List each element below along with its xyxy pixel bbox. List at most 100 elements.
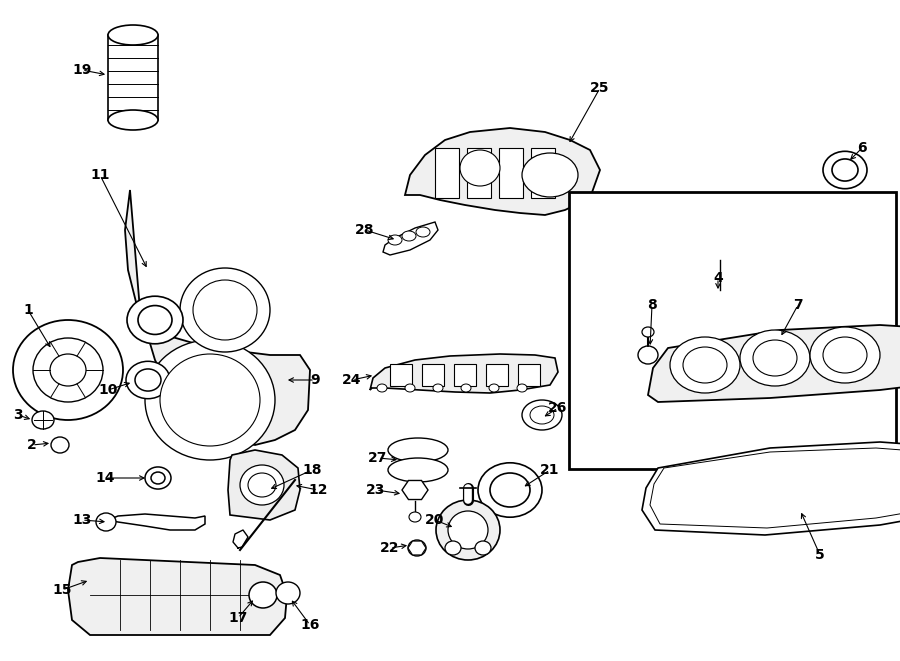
- Ellipse shape: [50, 354, 86, 386]
- Ellipse shape: [145, 467, 171, 489]
- Text: 5: 5: [815, 548, 825, 562]
- Text: 24: 24: [342, 373, 362, 387]
- Text: 7: 7: [793, 298, 803, 312]
- Ellipse shape: [436, 500, 500, 560]
- Text: 8: 8: [647, 298, 657, 312]
- Ellipse shape: [670, 337, 740, 393]
- Polygon shape: [383, 222, 438, 255]
- Ellipse shape: [151, 472, 165, 484]
- Ellipse shape: [108, 110, 158, 130]
- Ellipse shape: [249, 582, 277, 608]
- Ellipse shape: [276, 582, 300, 604]
- Text: 22: 22: [380, 541, 400, 555]
- Ellipse shape: [180, 268, 270, 352]
- Ellipse shape: [388, 438, 448, 462]
- Ellipse shape: [490, 473, 530, 507]
- Ellipse shape: [135, 369, 161, 391]
- Ellipse shape: [13, 320, 123, 420]
- Ellipse shape: [522, 400, 562, 430]
- Bar: [435, 148, 459, 198]
- Ellipse shape: [32, 411, 54, 429]
- Ellipse shape: [108, 25, 158, 45]
- Ellipse shape: [478, 463, 542, 517]
- Text: 2: 2: [27, 438, 37, 452]
- Text: 18: 18: [302, 463, 322, 477]
- Ellipse shape: [683, 347, 727, 383]
- Bar: [467, 148, 491, 198]
- Ellipse shape: [416, 227, 430, 237]
- Polygon shape: [408, 541, 426, 555]
- Polygon shape: [648, 325, 900, 402]
- Ellipse shape: [823, 337, 867, 373]
- Ellipse shape: [810, 327, 880, 383]
- Bar: [486, 364, 508, 386]
- Ellipse shape: [96, 513, 116, 531]
- Text: 6: 6: [857, 141, 867, 155]
- Ellipse shape: [248, 473, 276, 497]
- Text: 12: 12: [308, 483, 328, 497]
- Ellipse shape: [240, 465, 284, 505]
- Polygon shape: [370, 354, 558, 393]
- Polygon shape: [228, 450, 300, 520]
- Ellipse shape: [445, 541, 461, 555]
- Ellipse shape: [740, 330, 810, 386]
- Text: 3: 3: [14, 408, 22, 422]
- Text: 26: 26: [548, 401, 568, 415]
- Text: 15: 15: [52, 583, 72, 597]
- Ellipse shape: [408, 540, 426, 556]
- Ellipse shape: [33, 338, 103, 402]
- Bar: [569, 192, 896, 469]
- Ellipse shape: [405, 384, 415, 392]
- Ellipse shape: [823, 151, 867, 188]
- Polygon shape: [642, 442, 900, 535]
- Ellipse shape: [489, 384, 499, 392]
- Bar: [531, 148, 555, 198]
- Bar: [390, 364, 412, 386]
- Text: 10: 10: [98, 383, 118, 397]
- Text: 1: 1: [23, 303, 33, 317]
- Ellipse shape: [448, 511, 488, 549]
- Text: 23: 23: [366, 483, 386, 497]
- Ellipse shape: [402, 231, 416, 241]
- Ellipse shape: [642, 327, 654, 337]
- Polygon shape: [68, 558, 287, 635]
- Ellipse shape: [51, 437, 69, 453]
- Text: 19: 19: [72, 63, 92, 77]
- Polygon shape: [108, 514, 205, 530]
- Bar: [499, 148, 523, 198]
- Ellipse shape: [388, 235, 402, 245]
- Text: 28: 28: [356, 223, 374, 237]
- Text: 11: 11: [90, 168, 110, 182]
- Text: 25: 25: [590, 81, 610, 95]
- Polygon shape: [405, 128, 600, 215]
- Polygon shape: [402, 481, 428, 500]
- Ellipse shape: [409, 512, 421, 522]
- Ellipse shape: [460, 150, 500, 186]
- Bar: [454, 364, 476, 386]
- Ellipse shape: [377, 384, 387, 392]
- Ellipse shape: [126, 362, 170, 399]
- Ellipse shape: [127, 296, 183, 344]
- Ellipse shape: [461, 384, 471, 392]
- Ellipse shape: [388, 458, 448, 482]
- Text: 21: 21: [540, 463, 560, 477]
- Text: 17: 17: [229, 611, 248, 625]
- Ellipse shape: [530, 406, 554, 424]
- Ellipse shape: [145, 340, 275, 460]
- Ellipse shape: [193, 280, 257, 340]
- Text: 9: 9: [310, 373, 320, 387]
- Ellipse shape: [160, 354, 260, 446]
- Bar: [422, 364, 444, 386]
- Ellipse shape: [433, 384, 443, 392]
- Text: 13: 13: [72, 513, 92, 527]
- Text: 14: 14: [95, 471, 115, 485]
- Ellipse shape: [832, 159, 858, 181]
- Ellipse shape: [475, 541, 491, 555]
- Ellipse shape: [138, 305, 172, 334]
- Bar: [518, 364, 540, 386]
- Bar: [108, 35, 158, 120]
- Ellipse shape: [517, 384, 527, 392]
- Polygon shape: [125, 190, 310, 445]
- Text: 16: 16: [301, 618, 320, 632]
- Text: 20: 20: [426, 513, 445, 527]
